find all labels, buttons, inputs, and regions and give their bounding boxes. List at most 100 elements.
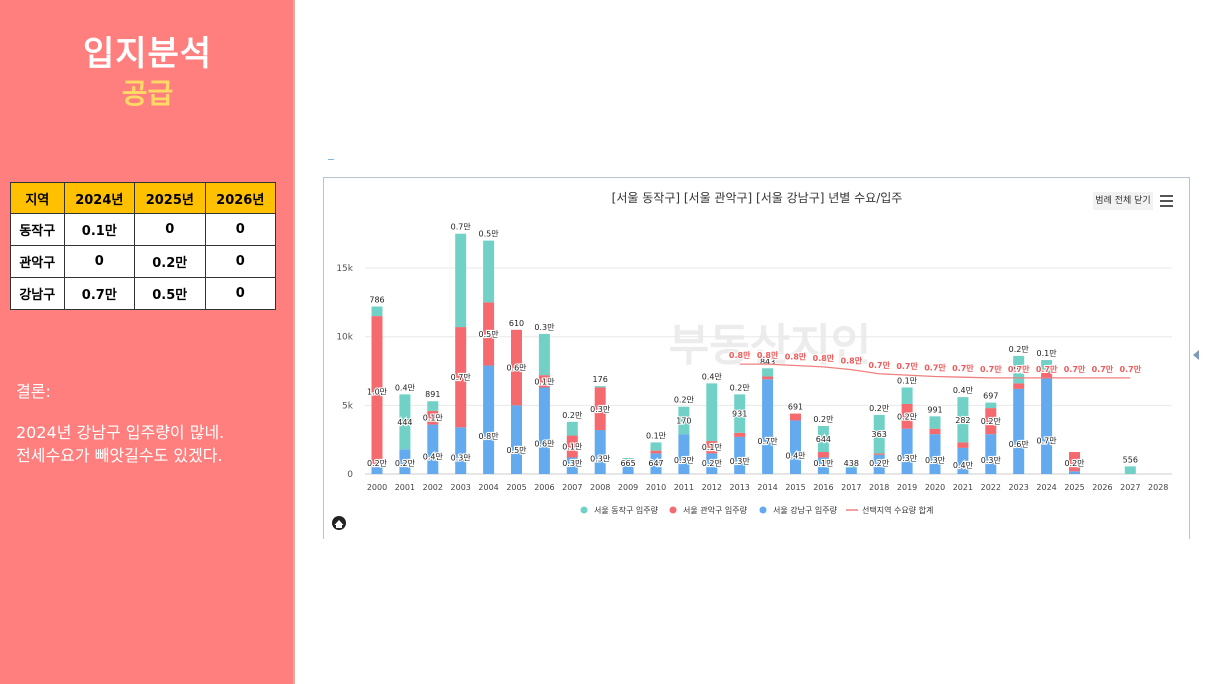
bar-segment: [957, 397, 969, 443]
x-tick-label: 2015: [785, 483, 805, 492]
demand-label: 0.8만: [813, 353, 835, 363]
data-label: 0.1만: [423, 414, 444, 423]
table-cell: 0: [204, 245, 276, 278]
data-label: 0.4만: [423, 453, 444, 462]
demand-line: [739, 363, 1131, 379]
bar-segment: [678, 434, 690, 474]
data-label: 0.7만: [758, 437, 779, 446]
bar-segment: [790, 420, 801, 474]
bar-segment: [371, 306, 383, 317]
table-cell: 동작구: [10, 213, 65, 246]
bar-segment: [817, 457, 829, 474]
data-label: 0.3만: [897, 454, 918, 463]
x-tick-label: 2003: [451, 483, 471, 492]
bar-segment: [483, 365, 495, 474]
legend-marker: [580, 506, 588, 514]
header-2025: 2025년: [134, 182, 206, 214]
bar-segment: [483, 302, 495, 366]
data-label: 0.2만: [674, 396, 695, 405]
bar-segment: [873, 414, 885, 454]
x-tick-label: 2024: [1036, 483, 1056, 492]
y-tick-label: 10k: [336, 333, 353, 343]
data-label: 0.1만: [1037, 349, 1058, 358]
table-cell: 0.7만: [63, 277, 136, 310]
data-label: 0.5만: [479, 230, 500, 239]
table-cell: 0.5만: [134, 277, 206, 310]
bar-segment: [483, 240, 495, 303]
x-tick-label: 2009: [618, 483, 638, 492]
data-label: 644: [816, 435, 831, 444]
data-label: 0.1만: [646, 431, 667, 440]
legend-toggle-button[interactable]: 범례 전체 닫기: [1093, 192, 1153, 210]
x-tick-label: 2021: [953, 483, 973, 492]
table-row: 관악구 0 0.2만 0: [10, 245, 276, 278]
hamburger-menu-icon[interactable]: [1160, 195, 1173, 207]
bar-segment: [566, 421, 578, 436]
bar-segment: [678, 406, 690, 435]
x-tick-label: 2002: [423, 483, 443, 492]
data-label: 697: [983, 392, 998, 401]
bar-segment: [706, 441, 718, 454]
x-tick-label: 2028: [1148, 483, 1168, 492]
bar-segment: [929, 434, 941, 474]
supply-table-header: 지역 2024년 2025년 2026년: [10, 182, 276, 214]
data-label: 0.2만: [395, 459, 416, 468]
chart-card: [323, 177, 1190, 539]
bar-segment: [622, 458, 634, 460]
demand-label: 0.7만: [896, 361, 918, 371]
bar-segment: [622, 459, 634, 465]
bar-segment: [594, 430, 606, 474]
data-label: 438: [844, 459, 859, 468]
data-label: 0.3만: [590, 405, 611, 414]
data-label: 0.2만: [1064, 459, 1085, 468]
data-label: 691: [788, 403, 803, 412]
conclusion-text: 2024년 강남구 입주량이 많네. 전세수요가 빼앗길수도 있겠다.: [16, 423, 225, 465]
x-tick-label: 2007: [562, 483, 582, 492]
bar-segment: [957, 442, 969, 448]
data-label: 0.6만: [534, 440, 555, 449]
x-tick-label: 2000: [367, 483, 387, 492]
data-label: 0.3만: [534, 323, 555, 332]
bar-segment: [734, 394, 746, 433]
bar-segment: [929, 416, 941, 429]
data-label: 0.1만: [562, 443, 583, 452]
y-tick-label: 15k: [336, 264, 353, 274]
bar-segment: [817, 452, 829, 458]
bar-segment: [901, 403, 913, 429]
data-label: 0.7만: [451, 223, 472, 232]
page-subtitle: 공급: [121, 77, 174, 110]
data-label: 444: [397, 418, 412, 427]
table-cell: 0: [63, 245, 136, 278]
demand-label: 0.8만: [757, 350, 779, 360]
x-tick-label: 2022: [981, 483, 1001, 492]
bar-segment: [399, 394, 411, 450]
bar-segment: [538, 375, 550, 388]
data-label: 0.2만: [813, 415, 834, 424]
header-region: 지역: [10, 182, 65, 214]
bar-segment: [1041, 360, 1053, 373]
data-label: 931: [732, 410, 747, 419]
bar-segment: [455, 233, 467, 328]
legend-entry: 서울 강남구 입주량: [773, 505, 838, 515]
bar-segment: [427, 410, 439, 425]
bar-segment: [901, 428, 913, 474]
x-tick-label: 2027: [1120, 483, 1140, 492]
data-label: 786: [369, 295, 384, 304]
x-tick-label: 2025: [1064, 483, 1084, 492]
x-tick-label: 2013: [730, 483, 750, 492]
x-tick-label: 2004: [478, 483, 498, 492]
bar-segment: [594, 386, 606, 388]
x-tick-label: 2008: [590, 483, 610, 492]
demand-label: 0.7만: [1092, 364, 1114, 374]
data-label: 0.7만: [1037, 436, 1058, 445]
collapse-arrow-icon[interactable]: [1193, 350, 1199, 360]
bar-segment: [371, 467, 383, 474]
data-label: 556: [1123, 455, 1138, 464]
x-tick-label: 2011: [674, 483, 694, 492]
x-tick-label: 2005: [506, 483, 526, 492]
data-label: 0.2만: [562, 411, 583, 420]
x-tick-label: 2016: [813, 483, 833, 492]
x-tick-label: 2012: [702, 483, 722, 492]
bar-segment: [817, 425, 829, 453]
